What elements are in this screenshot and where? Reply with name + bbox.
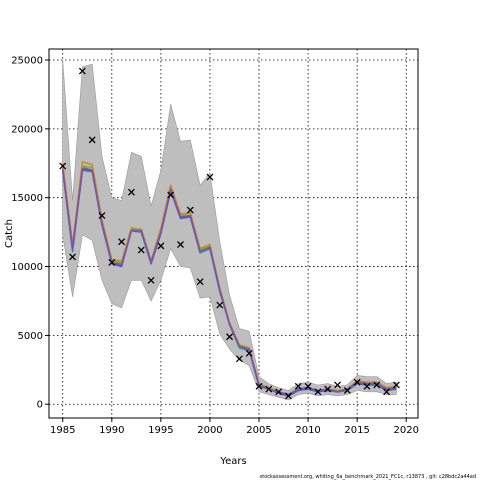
observed-point [186, 206, 194, 214]
observed-point [314, 388, 322, 396]
y-tick-label: 25000 [11, 56, 43, 67]
observed-point [334, 381, 341, 389]
x-tick-label: 2010 [295, 425, 320, 436]
observed-point [324, 385, 332, 393]
observed-point [275, 388, 283, 396]
x-tick-label: 1995 [148, 425, 173, 436]
x-axis: 1985 1990 1995 2000 2005 2010 2015 2020 [50, 418, 419, 436]
observed-point [392, 381, 400, 389]
observed-point [127, 188, 135, 196]
observed-point [78, 67, 86, 75]
observed-point [383, 388, 391, 396]
y-axis-label: Catch [4, 219, 15, 248]
observed-point [118, 238, 126, 246]
observed-point [88, 136, 96, 144]
observed-point [373, 381, 381, 389]
x-tick-label: 1990 [99, 425, 124, 436]
y-tick-label: 5000 [18, 331, 43, 342]
x-tick-label: 2005 [246, 425, 271, 436]
observed-point [304, 382, 312, 390]
observed-point [98, 212, 106, 220]
observed-point [226, 333, 234, 341]
observed-point [353, 378, 361, 386]
x-axis-label: Years [219, 456, 246, 467]
x-tick-label: 2000 [197, 425, 222, 436]
y-tick-label: 0 [37, 400, 43, 411]
footer-credit: stockassessment.org, whiting_6a_benchmar… [260, 474, 476, 480]
observed-point [167, 191, 175, 199]
observed-point [343, 387, 351, 394]
observed-point [206, 173, 214, 181]
observed-point [265, 385, 273, 393]
observed-point [235, 355, 243, 363]
y-tick-label: 20000 [11, 124, 43, 135]
plot-frame [48, 48, 419, 419]
x-tick-label: 2015 [344, 425, 369, 436]
y-tick-label: 10000 [11, 262, 43, 273]
observed-point [157, 242, 165, 250]
confidence-band [62, 59, 397, 401]
observed-point [255, 382, 263, 390]
series-lines [61, 161, 397, 397]
y-tick-label: 15000 [11, 193, 43, 204]
observed-point [177, 241, 184, 248]
observed-point [59, 162, 67, 170]
observed-point [294, 382, 302, 390]
x-tick-label: 1985 [50, 425, 75, 436]
x-tick-label: 2020 [393, 425, 418, 436]
observed-point [108, 258, 116, 266]
y-axis: 0 5000 10000 15000 20000 25000 [11, 56, 49, 411]
observed-point [69, 253, 77, 261]
observed-point [284, 392, 292, 400]
observed-point [216, 301, 224, 309]
observed-points [59, 67, 400, 400]
observed-point [363, 382, 371, 390]
series-line-4 [61, 168, 397, 396]
observed-point [147, 276, 155, 284]
observed-point [137, 246, 145, 254]
observed-point [245, 349, 253, 357]
observed-point [196, 278, 204, 286]
